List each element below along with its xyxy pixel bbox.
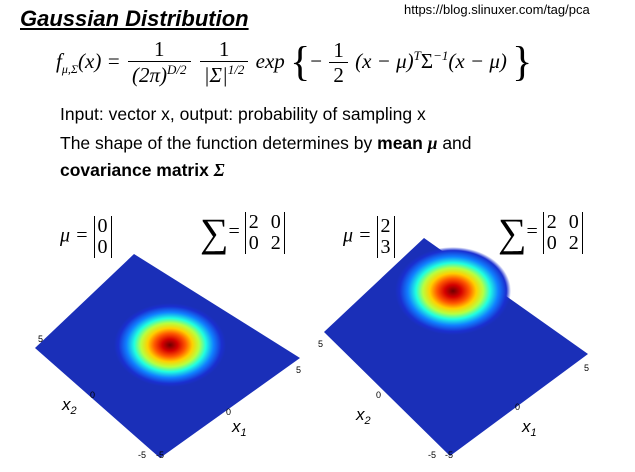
plot1-sigma-01: 0 bbox=[270, 211, 281, 233]
plot2-mu-0: 2 bbox=[380, 215, 391, 237]
frac1-den-base: (2π) bbox=[131, 63, 167, 88]
plot1-mu-eq: μ = bbox=[60, 224, 89, 247]
desc-line-1: Input: vector x, output: probability of … bbox=[60, 104, 426, 124]
source-url[interactable]: https://blog.slinuxer.com/tag/pca bbox=[404, 2, 590, 17]
plot2-tick-x1-n5: -5 bbox=[445, 450, 453, 460]
plot2-peak bbox=[395, 247, 511, 335]
frac1-num: 1 bbox=[153, 37, 165, 61]
desc-line2-bold: mean bbox=[377, 133, 428, 153]
plot2-mu-eq: μ = bbox=[343, 224, 372, 247]
formula-frac-1: 1 (2π)D/2 bbox=[127, 37, 191, 88]
plot2-tick-x2-0: 0 bbox=[376, 390, 381, 400]
formula-frac-3: 1 2 bbox=[329, 37, 348, 88]
minus-sign: − bbox=[310, 48, 323, 73]
formula-body-a-exp: T bbox=[413, 47, 421, 63]
formula-lhs-sub: μ,Σ bbox=[61, 62, 78, 77]
plot2-tick-x1-0: 0 bbox=[515, 402, 520, 412]
frac2-num: 1 bbox=[218, 37, 230, 61]
formula-body-a: (x − μ) bbox=[355, 48, 414, 73]
gaussian-formula: fμ,Σ(x) = 1 (2π)D/2 1 |Σ|1/2 exp {− 1 2 … bbox=[56, 37, 533, 88]
formula-body-c: (x − μ) bbox=[448, 48, 507, 73]
plot1-mu-1: 0 bbox=[97, 236, 108, 258]
frac2-den-exp: 1/2 bbox=[227, 62, 245, 78]
plot1-sigma-eq: = bbox=[228, 220, 240, 243]
frac2-den-base: |Σ| bbox=[203, 63, 228, 88]
plot2-sigma-11: 2 bbox=[568, 232, 579, 254]
frac1-den-exp: D/2 bbox=[167, 62, 187, 78]
formula-body-b: Σ bbox=[420, 48, 434, 73]
desc-line2-post: and bbox=[437, 133, 472, 153]
plot2-mu-label: μ = 2 3 bbox=[343, 216, 395, 258]
plot2-mu-vector: 2 3 bbox=[376, 215, 395, 258]
plot1-tick-x2-n5: -5 bbox=[138, 450, 146, 460]
frac3-num: 1 bbox=[333, 37, 344, 62]
right-brace: } bbox=[512, 39, 533, 86]
page-title: Gaussian Distribution bbox=[20, 6, 249, 31]
plot1-sigma-11: 2 bbox=[270, 232, 281, 254]
plot2-sigma-eq: = bbox=[526, 220, 538, 243]
formula-frac-2: 1 |Σ|1/2 bbox=[199, 37, 249, 88]
plot1-peak bbox=[114, 303, 226, 387]
plot1-mu-vector: 0 0 bbox=[93, 215, 112, 258]
plot1-mu-label: μ = 0 0 bbox=[60, 216, 112, 258]
plot2-sigma-10: 0 bbox=[546, 232, 557, 254]
plot1-sigma-10: 0 bbox=[248, 232, 259, 254]
left-brace: { bbox=[290, 39, 311, 86]
plot1-tick-x1-n5: -5 bbox=[156, 450, 164, 460]
plot1-tick-x1-5: 5 bbox=[296, 365, 301, 375]
mu-symbol: μ bbox=[427, 133, 438, 153]
plot2-axis-x1: x1 bbox=[521, 417, 537, 439]
plot2-axis-x2: x2 bbox=[355, 405, 371, 427]
plot2-tick-x2-n5: -5 bbox=[428, 450, 436, 460]
desc-line-3: covariance matrix Σ bbox=[60, 160, 225, 181]
sigma-symbol: Σ bbox=[213, 160, 225, 180]
desc-line2-pre: The shape of the function determines by bbox=[60, 133, 378, 153]
plot1: 5 0 -5 -5 0 5 x2 x1 bbox=[35, 254, 301, 460]
sum-icon: ∑ bbox=[498, 210, 527, 255]
formula-body-b-exp: −1 bbox=[433, 47, 449, 63]
plot2-mu-1: 3 bbox=[380, 236, 391, 258]
plot1-axis-x1: x1 bbox=[231, 417, 247, 439]
plot2-tick-x1-5: 5 bbox=[584, 363, 589, 373]
plot2-sigma-00: 2 bbox=[546, 211, 557, 233]
formula-lhs-arg: (x) = bbox=[78, 48, 121, 73]
plot1-axis-x2: x2 bbox=[61, 395, 77, 417]
plot2-sigma-01: 0 bbox=[568, 211, 579, 233]
frac1-den: (2π)D/2 bbox=[127, 61, 191, 88]
frac2-den: |Σ|1/2 bbox=[199, 61, 249, 88]
formula-exp: exp bbox=[255, 48, 285, 73]
desc-line-2: The shape of the function determines by … bbox=[60, 133, 472, 154]
plot2: 5 0 -5 -5 0 5 x2 x1 bbox=[318, 238, 589, 460]
plot2-tick-x2-5: 5 bbox=[318, 339, 323, 349]
plot1-tick-x2-5: 5 bbox=[38, 334, 43, 344]
plot1-mu-0: 0 bbox=[97, 215, 108, 237]
desc-line3-bold: covariance matrix bbox=[60, 160, 214, 180]
plot1-sigma-00: 2 bbox=[248, 211, 259, 233]
plot1-tick-x2-0: 0 bbox=[90, 390, 95, 400]
frac3-den: 2 bbox=[329, 61, 348, 88]
formula-lhs: f bbox=[56, 48, 62, 73]
plot2-surface bbox=[324, 238, 588, 456]
plot1-tick-x1-0: 0 bbox=[226, 407, 231, 417]
sum-icon: ∑ bbox=[200, 210, 229, 255]
